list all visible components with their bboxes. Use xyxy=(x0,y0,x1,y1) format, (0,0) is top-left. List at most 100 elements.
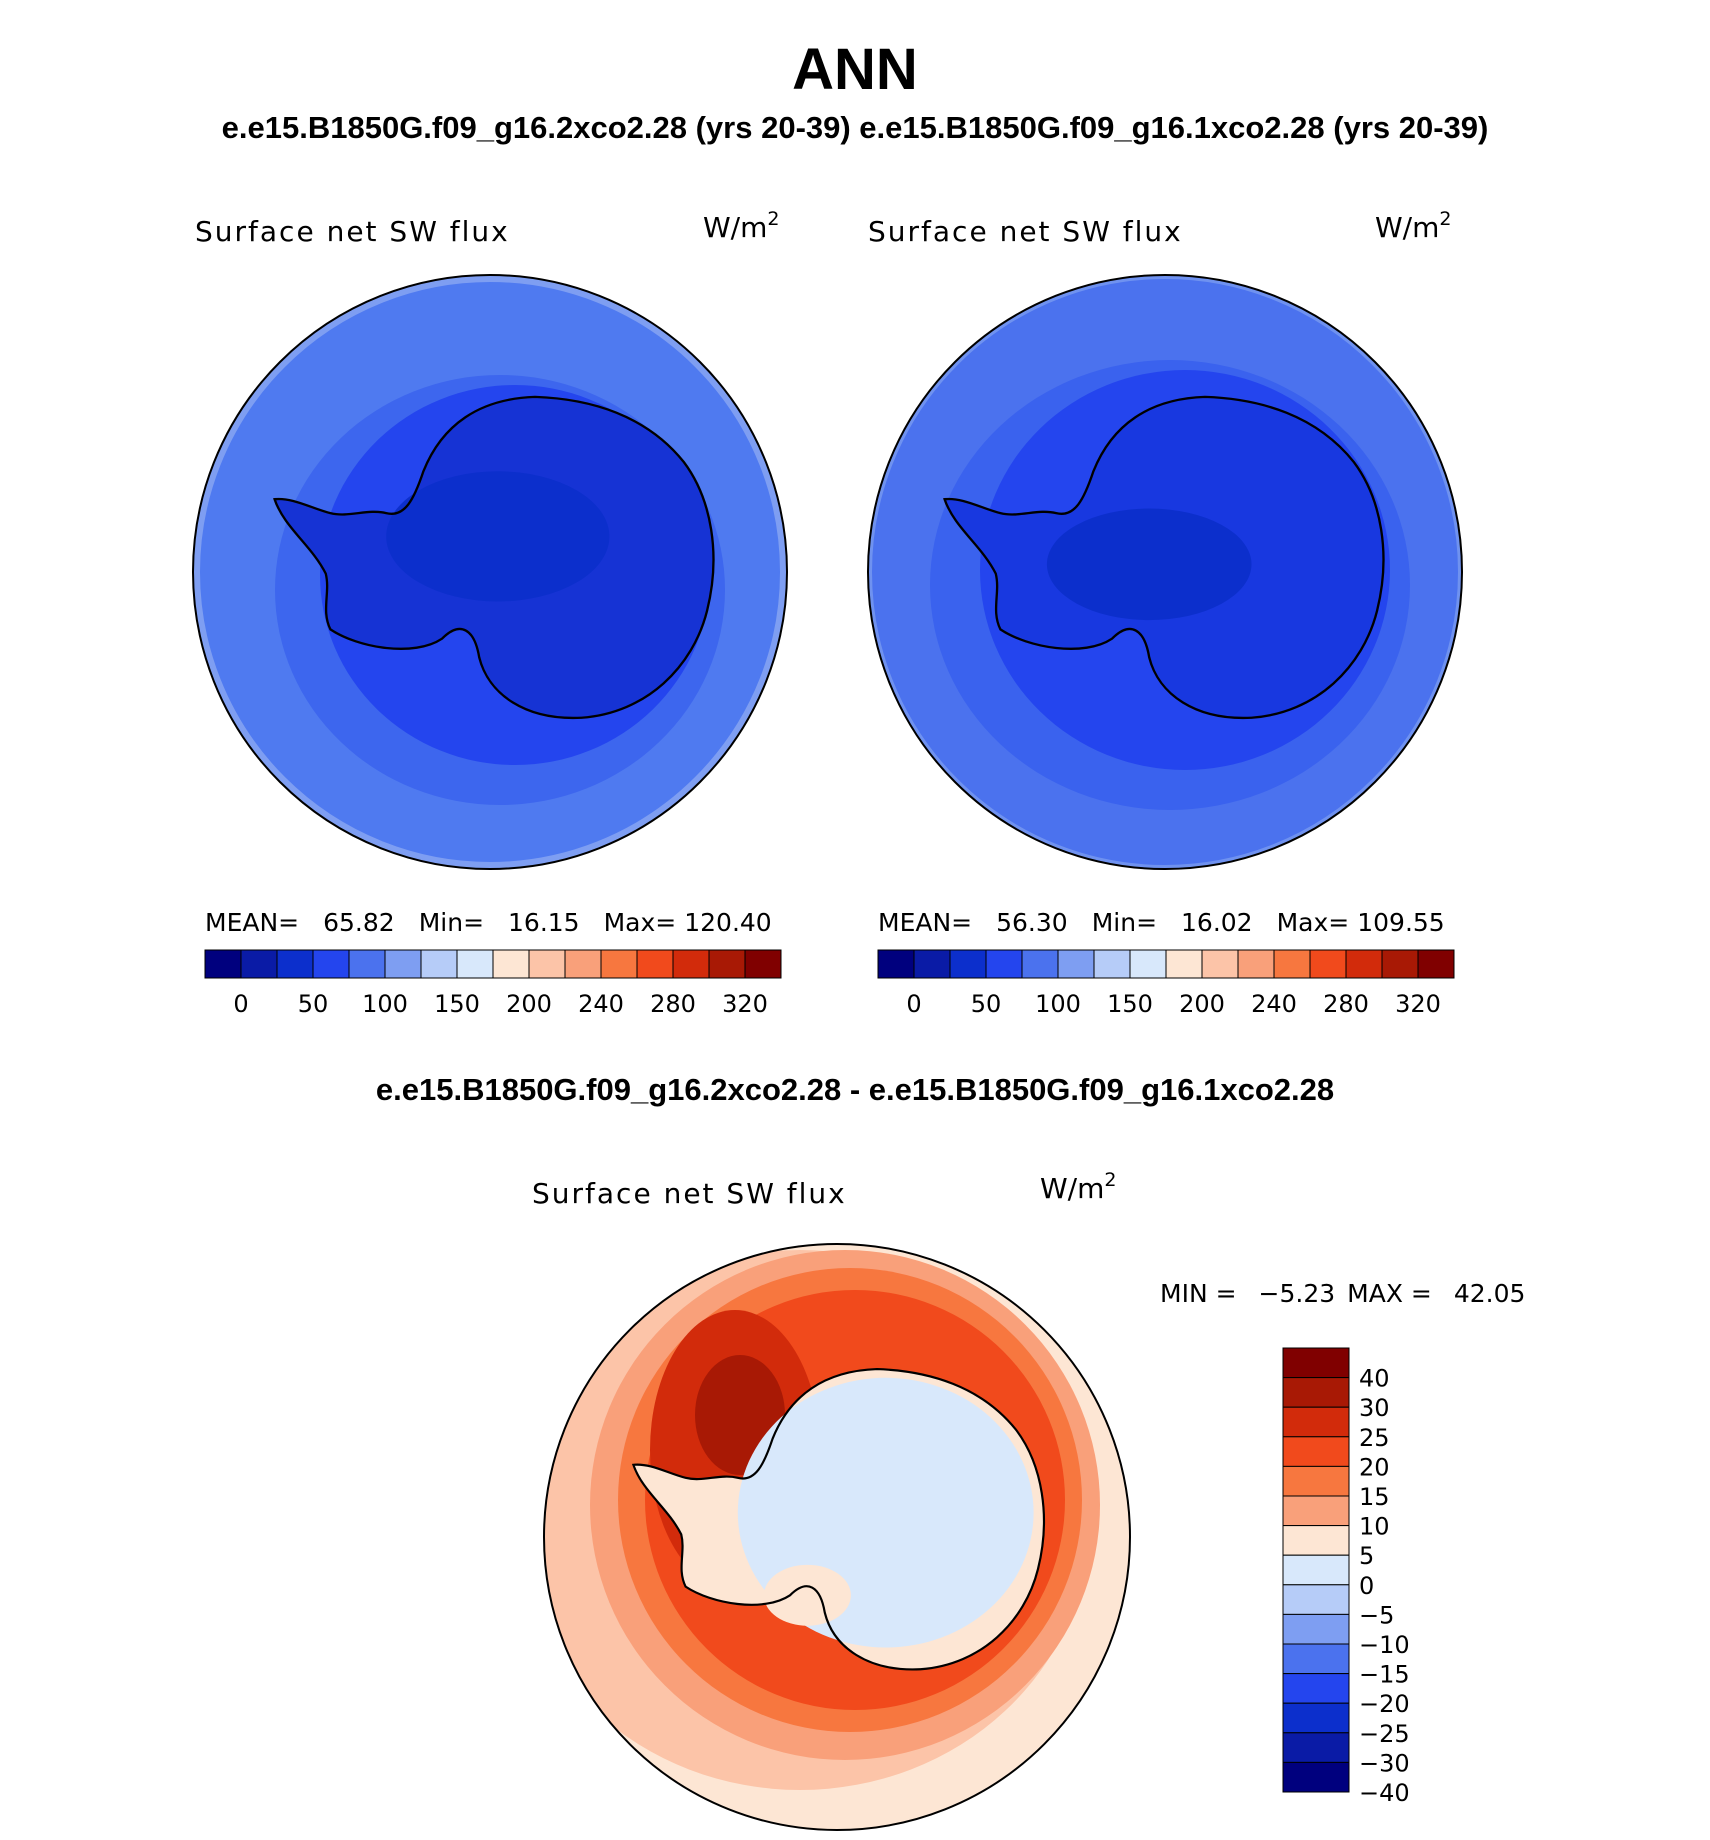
map-border xyxy=(543,1243,1131,1831)
colorbar-tick-label: 150 xyxy=(1107,990,1153,1018)
map-panel-difference: Surface net SW flux W/m2 MIN = −5.23 MAX =… xyxy=(532,1169,1525,1831)
colorbar-swatch xyxy=(1282,1525,1350,1556)
colorbar-tick-label: 240 xyxy=(578,990,624,1018)
colorbar-swatch xyxy=(1282,1613,1350,1645)
colorbar-swatch xyxy=(1282,1732,1350,1763)
map-border xyxy=(192,274,788,870)
colorbar-tick-label: 0 xyxy=(906,990,921,1018)
colorbar-tick-label: 40 xyxy=(1359,1365,1390,1393)
colorbar-tick-label: −30 xyxy=(1359,1749,1410,1777)
figure-title: ANN xyxy=(792,37,918,102)
panel-units-label: W/m2 xyxy=(1040,1169,1117,1205)
colorbar-tick-label: −15 xyxy=(1359,1661,1410,1689)
colorbar-swatch xyxy=(1282,1436,1350,1467)
colorbar-tick-label: 240 xyxy=(1251,990,1297,1018)
colorbar-swatch xyxy=(1282,1761,1350,1793)
colorbar-swatch xyxy=(1282,1673,1350,1704)
colorbar-swatch xyxy=(1309,949,1347,979)
colorbar-swatch xyxy=(348,949,386,979)
colorbar-swatch xyxy=(1282,1702,1350,1734)
colorbar-tick-label: 320 xyxy=(722,990,768,1018)
antarctica-landmass xyxy=(632,1368,1046,1671)
colorbar-swatch xyxy=(1282,1406,1350,1438)
colorbar-swatch xyxy=(1282,1347,1350,1379)
colorbar-tick-label: 320 xyxy=(1395,990,1441,1018)
map-field xyxy=(544,1244,1130,1830)
colorbar-tick-label: 200 xyxy=(1179,990,1225,1018)
map-border xyxy=(867,274,1463,870)
colorbar-tick-label: 50 xyxy=(298,990,329,1018)
colorbar-swatch xyxy=(1282,1643,1350,1675)
diff-min-max: MIN = −5.23 MAX = 42.05 xyxy=(1160,1279,1525,1308)
panel-variable-label: Surface net SW flux xyxy=(532,1177,847,1210)
colorbar-swatch xyxy=(204,949,242,979)
colorbar-swatch xyxy=(528,949,566,979)
colorbar-swatch xyxy=(456,949,494,979)
colorbar-tick-label: 280 xyxy=(1323,990,1369,1018)
colorbar-tick-label: 280 xyxy=(650,990,696,1018)
map-field xyxy=(868,275,1462,869)
antarctica-landmass xyxy=(943,395,1385,720)
colorbar-tick-label: −40 xyxy=(1359,1779,1410,1807)
colorbar-swatch xyxy=(384,949,422,979)
colorbar-swatch xyxy=(1381,949,1419,979)
colorbar-swatch xyxy=(1021,949,1059,979)
colorbar-swatch xyxy=(1345,949,1383,979)
colorbar-tick-label: 100 xyxy=(362,990,408,1018)
colorbar-tick-label: 150 xyxy=(434,990,480,1018)
map-field xyxy=(193,275,787,869)
colorbar-horizontal: 0 50 100 150 200 240 280 320 xyxy=(877,949,1455,1018)
colorbar-swatch xyxy=(1201,949,1239,979)
colorbar-swatch xyxy=(492,949,530,979)
colorbar-tick-label: −20 xyxy=(1359,1690,1410,1718)
colorbar-tick-label: 25 xyxy=(1359,1424,1390,1452)
colorbar-swatch xyxy=(276,949,314,979)
colorbar-tick-label: 100 xyxy=(1035,990,1081,1018)
colorbar-swatch xyxy=(636,949,674,979)
colorbar-swatch xyxy=(240,949,278,979)
colorbar-tick-label: −10 xyxy=(1359,1631,1410,1659)
cases-title: e.e15.B1850G.f09_g16.2xco2.28 (yrs 20-39… xyxy=(221,110,1489,145)
colorbar-swatch xyxy=(1165,949,1203,979)
colorbar-tick-label: −5 xyxy=(1359,1601,1394,1629)
colorbar-swatch xyxy=(564,949,602,979)
colorbar-tick-label: 200 xyxy=(506,990,552,1018)
colorbar-swatch xyxy=(312,949,350,979)
map-panel-2xco2: Surface net SW flux W/m2 MEAN= 65.82 Min= 1… xyxy=(192,208,788,1018)
colorbar-swatch xyxy=(1282,1584,1350,1615)
map-panel-1xco2: Surface net SW flux W/m2 MEAN= 56.30 Min= 1… xyxy=(867,208,1463,1018)
colorbar-tick-label: 10 xyxy=(1359,1513,1390,1541)
colorbar-swatch xyxy=(420,949,458,979)
colorbar-swatch xyxy=(1237,949,1275,979)
colorbar-tick-label: 30 xyxy=(1359,1394,1390,1422)
colorbar-swatch xyxy=(1282,1465,1350,1497)
difference-title: e.e15.B1850G.f09_g16.2xco2.28 - e.e15.B1… xyxy=(375,1072,1335,1107)
colorbar-swatch xyxy=(1282,1554,1350,1586)
colorbar-swatch xyxy=(1273,949,1311,979)
colorbar-tick-label: 50 xyxy=(971,990,1002,1018)
colorbar-swatch xyxy=(1417,949,1455,979)
panel-units-label: W/m2 xyxy=(703,208,780,244)
colorbar-swatch xyxy=(877,949,915,979)
colorbar-tick-label: −25 xyxy=(1359,1720,1410,1748)
colorbar-tick-label: 5 xyxy=(1359,1542,1374,1570)
panel-variable-label: Surface net SW flux xyxy=(195,215,510,248)
colorbar-horizontal: 0 50 100 150 200 240 280 320 xyxy=(204,949,782,1018)
colorbar-swatch xyxy=(744,949,782,979)
colorbar-tick-label: 0 xyxy=(1359,1572,1374,1600)
colorbar-swatch xyxy=(600,949,638,979)
panel-units-label: W/m2 xyxy=(1375,208,1452,244)
colorbar-swatch xyxy=(708,949,746,979)
colorbar-tick-label: 20 xyxy=(1359,1453,1390,1481)
antarctica-landmass xyxy=(273,395,715,720)
stats-line: MEAN= 65.82 Min= 16.15 Max= 120.40 xyxy=(205,908,772,937)
colorbar-swatch xyxy=(1057,949,1095,979)
colorbar-tick-label: 0 xyxy=(233,990,248,1018)
colorbar-swatch xyxy=(1093,949,1131,979)
colorbar-tick-label: 15 xyxy=(1359,1483,1390,1511)
colorbar-swatch xyxy=(1282,1495,1350,1527)
panel-variable-label: Surface net SW flux xyxy=(868,215,1183,248)
colorbar-swatch xyxy=(949,949,987,979)
